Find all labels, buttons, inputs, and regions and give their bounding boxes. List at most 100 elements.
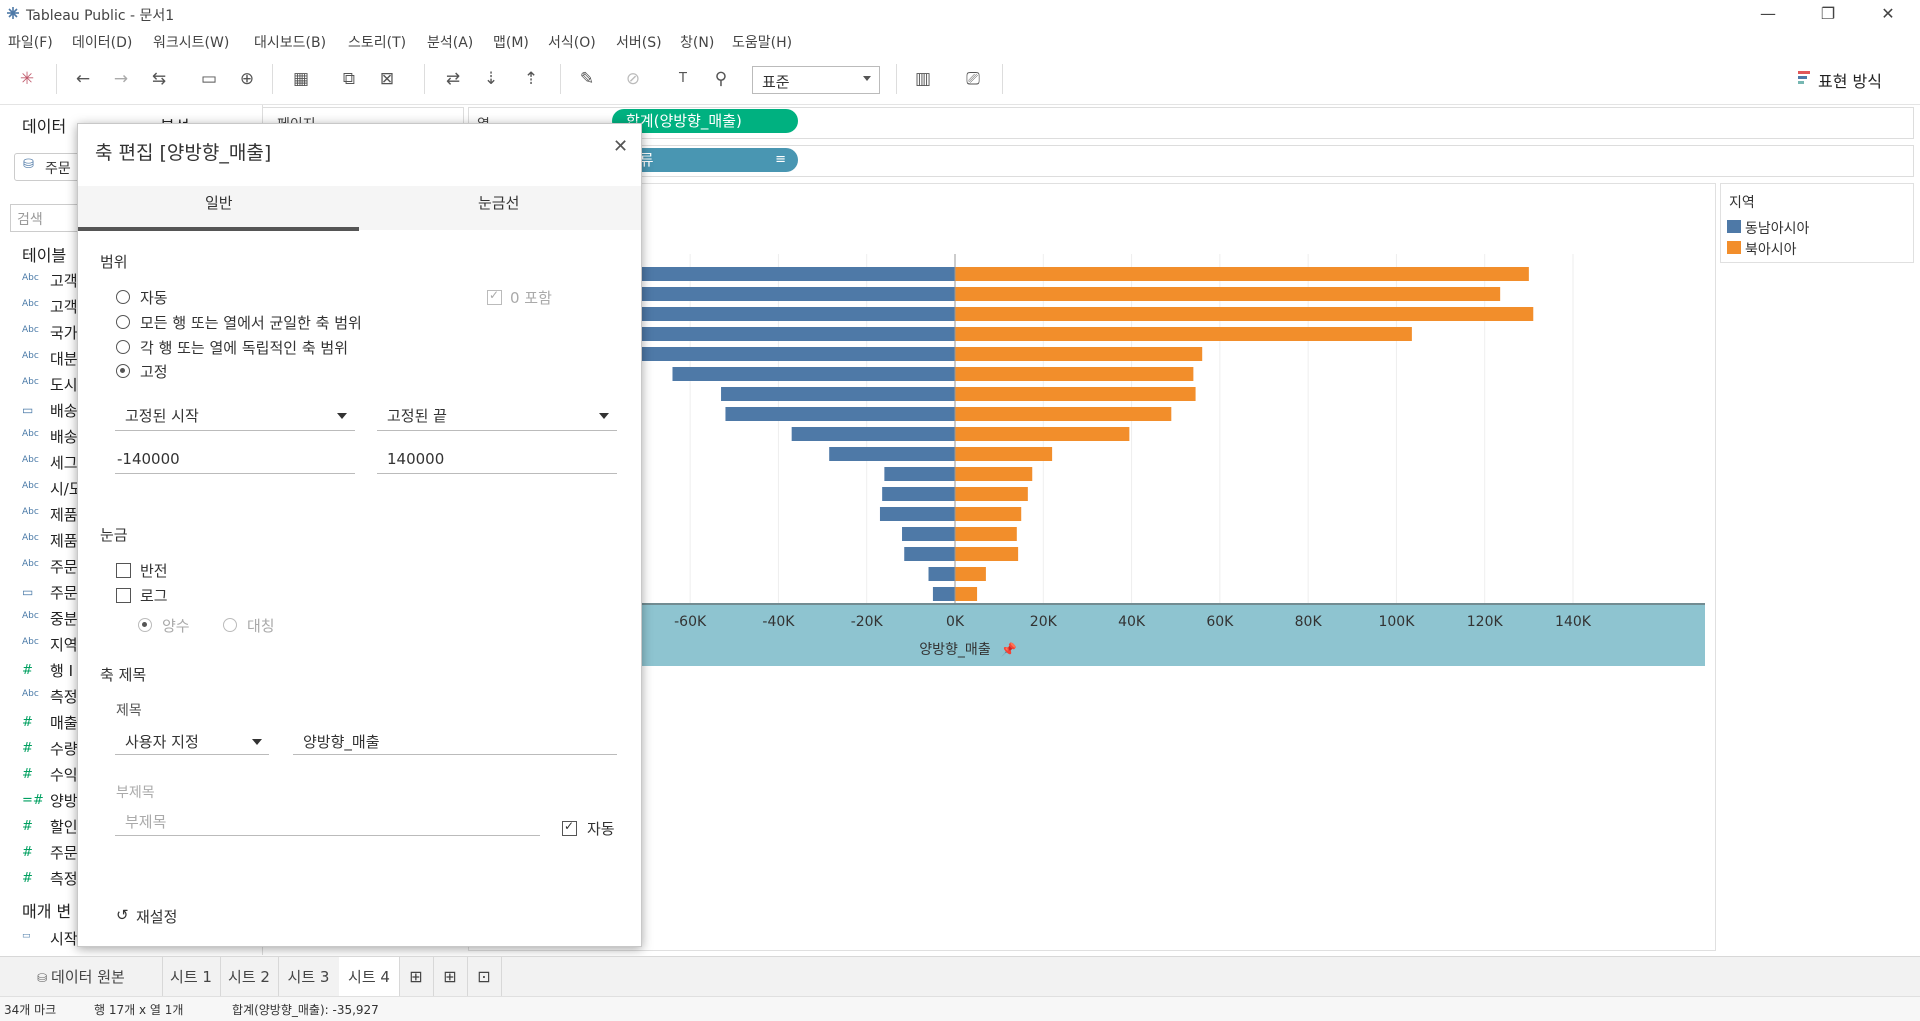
tableau-home-icon[interactable]: ✳ xyxy=(19,69,35,89)
bar-southeast-asia[interactable] xyxy=(884,467,955,481)
close-icon[interactable]: ✕ xyxy=(613,136,629,157)
new-worksheet-icon[interactable]: ▦ xyxy=(292,69,310,89)
tab-tick-marks[interactable]: 눈금선 xyxy=(478,194,520,212)
bar-north-asia[interactable] xyxy=(955,527,1017,541)
show-me-icon[interactable] xyxy=(1798,71,1810,85)
fixed-start-input[interactable]: -140000 xyxy=(117,450,180,468)
bar-north-asia[interactable] xyxy=(955,327,1412,341)
fixed-end-input[interactable]: 140000 xyxy=(387,450,445,468)
field-item[interactable]: Abc 지역 xyxy=(0,631,262,657)
bar-north-asia[interactable] xyxy=(955,507,1022,521)
restore-icon[interactable]: ❐ xyxy=(1820,4,1836,23)
clear-sheet-icon[interactable]: ⊠ xyxy=(379,69,395,89)
range-auto-radio[interactable] xyxy=(116,290,130,304)
subtitle-input[interactable]: 부제목 xyxy=(125,813,167,831)
parameter-field[interactable]: ▭ 시작 xyxy=(0,925,262,951)
menu-help[interactable]: 도움말(H) xyxy=(732,35,793,51)
pin-icon[interactable]: ⚲ xyxy=(714,69,728,89)
tab-sheet-1[interactable]: 시트 1 xyxy=(162,957,221,997)
undo-icon[interactable]: ← xyxy=(75,69,91,89)
field-item[interactable]: Abc 제품 xyxy=(0,501,262,527)
bar-north-asia[interactable] xyxy=(955,307,1534,321)
reversed-checkbox[interactable] xyxy=(116,563,131,578)
sort-ascending-icon[interactable]: ⇣ xyxy=(483,69,499,89)
reset-button[interactable]: 재설정 xyxy=(136,908,178,926)
replace-data-icon[interactable]: ⇆ xyxy=(151,69,167,89)
field-item[interactable]: Abc 고객 xyxy=(0,267,262,293)
bar-southeast-asia[interactable] xyxy=(725,407,955,421)
bar-southeast-asia[interactable] xyxy=(791,427,955,441)
field-item[interactable]: # 행 I xyxy=(0,657,262,683)
duplicate-sheet-icon[interactable]: ⧉ xyxy=(342,69,356,89)
bar-southeast-asia[interactable] xyxy=(672,367,955,381)
bar-north-asia[interactable] xyxy=(955,267,1529,281)
tab-sheet-3[interactable]: 시트 3 xyxy=(278,957,340,997)
close-window-icon[interactable]: ✕ xyxy=(1881,4,1895,23)
tab-sheet-2[interactable]: 시트 2 xyxy=(220,957,279,997)
menu-window[interactable]: 창(N) xyxy=(680,35,715,51)
field-item[interactable]: Abc 도시 xyxy=(0,371,262,397)
tab-sheet-4[interactable]: 시트 4 xyxy=(339,957,400,997)
show-cards-icon[interactable]: ▥ xyxy=(914,69,932,89)
tab-data[interactable]: 데이터 xyxy=(22,117,67,136)
bar-southeast-asia[interactable] xyxy=(879,507,955,521)
field-item[interactable]: Abc 국가 xyxy=(0,319,262,345)
bar-southeast-asia[interactable] xyxy=(928,567,955,581)
bar-southeast-asia[interactable] xyxy=(932,587,955,601)
bar-north-asia[interactable] xyxy=(955,287,1501,301)
field-item[interactable]: Abc 제품 xyxy=(0,527,262,553)
swap-rows-columns-icon[interactable]: ⇄ xyxy=(445,69,461,89)
bar-north-asia[interactable] xyxy=(955,447,1053,461)
fixed-end-select[interactable]: 고정된 끝 xyxy=(387,407,447,425)
tab-general[interactable]: 일반 xyxy=(205,194,233,212)
positive-radio[interactable] xyxy=(138,618,152,632)
datasource-item[interactable]: ⛁ 주문 xyxy=(14,153,86,181)
legend-label-southeast-asia[interactable]: 동남아시아 xyxy=(1745,221,1810,237)
columns-pill[interactable]: 합계(양방향_매출) xyxy=(612,109,798,133)
labels-icon[interactable]: T xyxy=(679,71,687,86)
title-mode-select[interactable]: 사용자 지정 xyxy=(125,733,199,751)
fixed-start-select[interactable]: 고정된 시작 xyxy=(125,407,199,425)
title-input[interactable]: 양방향_매출 xyxy=(303,733,380,751)
menu-data[interactable]: 데이터(D) xyxy=(72,35,133,51)
search-input[interactable]: 검색 xyxy=(10,204,82,232)
axis-band[interactable] xyxy=(469,603,1705,666)
menu-format[interactable]: 서식(O) xyxy=(548,35,596,51)
group-icon[interactable]: ⊘ xyxy=(625,69,641,89)
bar-north-asia[interactable] xyxy=(955,567,986,581)
field-item[interactable]: Abc 주문 xyxy=(0,553,262,579)
field-item[interactable]: Abc 고객 xyxy=(0,293,262,319)
bar-north-asia[interactable] xyxy=(955,587,978,601)
field-item[interactable]: ▭ 주문 xyxy=(0,579,262,605)
subtitle-auto-checkbox[interactable]: ✓ xyxy=(562,819,577,836)
field-item[interactable]: ▭ 배송 xyxy=(0,397,262,423)
range-uniform-radio[interactable] xyxy=(116,315,130,329)
new-datasource-icon[interactable]: ⊕ xyxy=(239,69,255,89)
save-icon[interactable]: ▭ xyxy=(200,69,218,89)
tab-datasource[interactable]: ⛁ 데이터 원본 xyxy=(0,957,163,997)
field-item[interactable]: =# 양방 xyxy=(0,787,262,813)
menu-analysis[interactable]: 분석(A) xyxy=(427,35,474,51)
bar-north-asia[interactable] xyxy=(955,547,1019,561)
bar-north-asia[interactable] xyxy=(955,367,1194,381)
sort-descending-icon[interactable]: ⇡ xyxy=(523,69,539,89)
bar-southeast-asia[interactable] xyxy=(902,527,955,541)
bar-north-asia[interactable] xyxy=(955,427,1130,441)
minimize-icon[interactable]: — xyxy=(1760,4,1776,23)
new-story-tab-icon[interactable]: ⊡ xyxy=(467,957,502,997)
fit-select[interactable]: 표준 xyxy=(752,66,880,94)
range-independent-radio[interactable] xyxy=(116,340,130,354)
include-zero-checkbox[interactable]: ✓ xyxy=(487,288,502,305)
bar-north-asia[interactable] xyxy=(955,467,1033,481)
bar-north-asia[interactable] xyxy=(955,387,1196,401)
new-dashboard-tab-icon[interactable]: ⊞ xyxy=(433,957,468,997)
field-item[interactable]: Abc 측정 xyxy=(0,683,262,709)
menu-file[interactable]: 파일(F) xyxy=(8,35,53,51)
menu-map[interactable]: 맵(M) xyxy=(493,35,529,51)
field-item[interactable]: Abc 대분 xyxy=(0,345,262,371)
bar-north-asia[interactable] xyxy=(955,407,1172,421)
legend-label-north-asia[interactable]: 북아시아 xyxy=(1745,242,1797,258)
bar-southeast-asia[interactable] xyxy=(904,547,955,561)
field-item[interactable]: # 할인 xyxy=(0,813,262,839)
field-item[interactable]: Abc 세그 xyxy=(0,449,262,475)
